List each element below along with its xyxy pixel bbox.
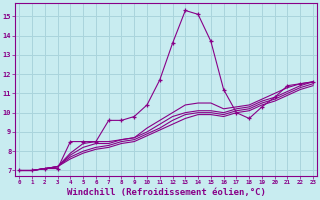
- X-axis label: Windchill (Refroidissement éolien,°C): Windchill (Refroidissement éolien,°C): [67, 188, 266, 197]
